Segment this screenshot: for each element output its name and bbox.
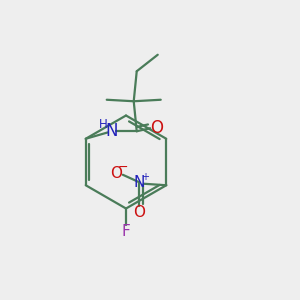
Text: F: F [122, 224, 130, 238]
Text: N: N [105, 122, 118, 140]
Text: +: + [141, 172, 149, 182]
Text: O: O [110, 166, 122, 181]
Text: O: O [133, 205, 145, 220]
Text: N: N [134, 175, 145, 190]
Text: H: H [99, 118, 108, 131]
Text: −: − [118, 161, 128, 174]
Text: O: O [150, 119, 163, 137]
